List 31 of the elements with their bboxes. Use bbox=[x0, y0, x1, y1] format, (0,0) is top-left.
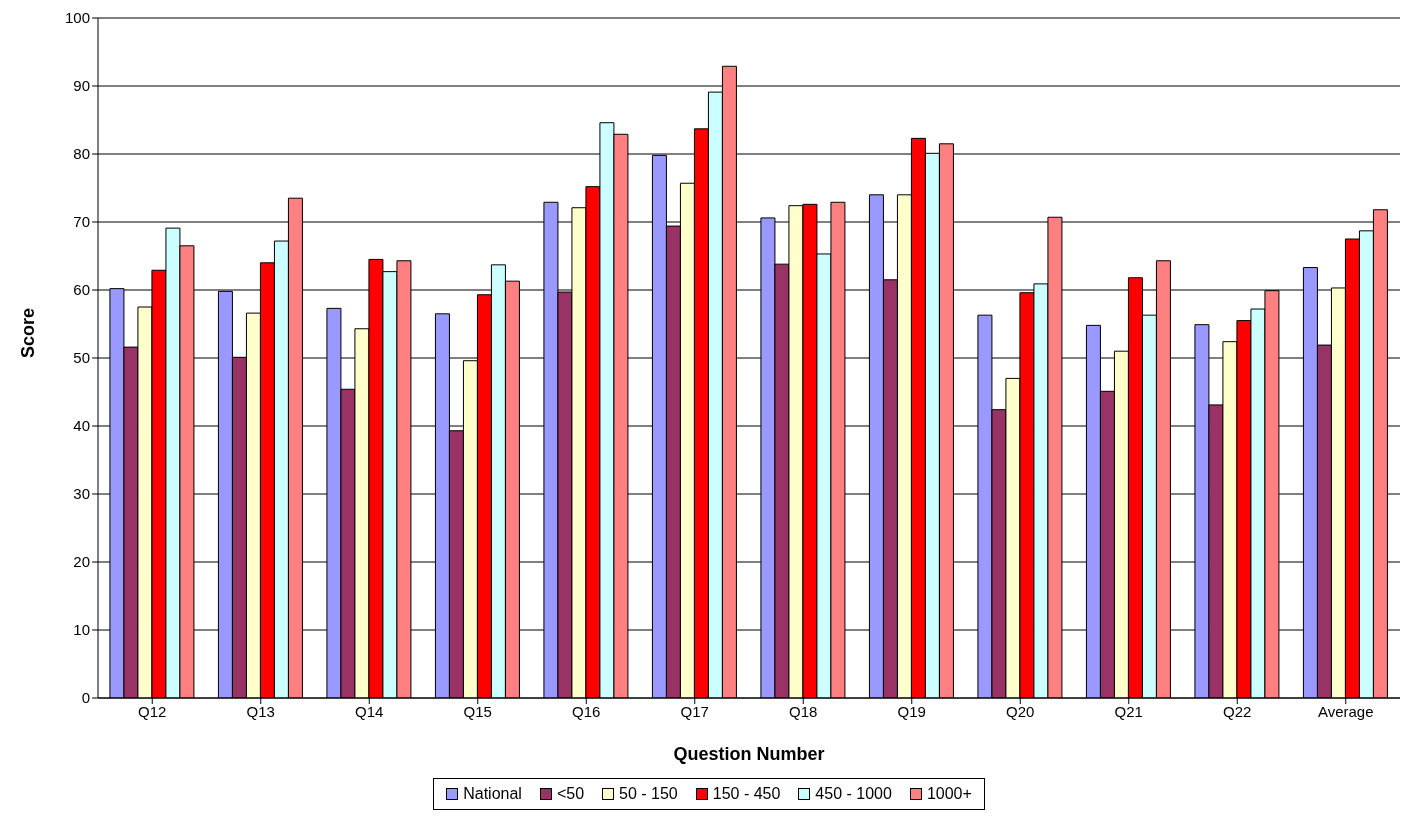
y-tick-label: 100 bbox=[64, 9, 90, 27]
x-tick-label: Q18 bbox=[789, 702, 818, 720]
x-tick-label: Q16 bbox=[572, 702, 601, 720]
y-tick-label: 30 bbox=[73, 485, 90, 503]
y-tick-label: 50 bbox=[73, 349, 90, 367]
y-tick-label: 80 bbox=[73, 145, 90, 163]
x-tick-label: Q21 bbox=[1114, 702, 1143, 720]
x-tick-label: Q12 bbox=[138, 702, 167, 720]
x-axis-title: Question Number bbox=[673, 744, 825, 764]
y-tick-label: 60 bbox=[73, 281, 90, 299]
y-tick-label: 20 bbox=[73, 553, 90, 571]
legend-label: 150 - 450 bbox=[712, 785, 781, 803]
x-tick-label: Q17 bbox=[680, 702, 709, 720]
x-tick-label: Q22 bbox=[1223, 702, 1252, 720]
legend-label: 1000+ bbox=[926, 785, 972, 803]
y-tick-label: 0 bbox=[81, 689, 90, 707]
x-tick-label: Q15 bbox=[463, 702, 492, 720]
y-tick-label: 40 bbox=[73, 417, 90, 435]
legend-label: 450 - 1000 bbox=[815, 785, 892, 803]
y-tick-label: 90 bbox=[73, 77, 90, 95]
x-tick-label: Q14 bbox=[355, 702, 384, 720]
legend-label: 50 - 150 bbox=[619, 785, 678, 803]
x-tick-label: Average bbox=[1317, 702, 1374, 720]
x-tick-label: Q13 bbox=[246, 702, 275, 720]
y-tick-label: 70 bbox=[73, 213, 90, 231]
legend-label: <50 bbox=[556, 785, 585, 803]
y-tick-label: 10 bbox=[73, 621, 90, 639]
legend-label: National bbox=[463, 785, 522, 803]
y-axis-title: Score bbox=[18, 307, 39, 358]
x-tick-label: Q20 bbox=[1006, 702, 1035, 720]
x-tick-label: Q19 bbox=[897, 702, 926, 720]
